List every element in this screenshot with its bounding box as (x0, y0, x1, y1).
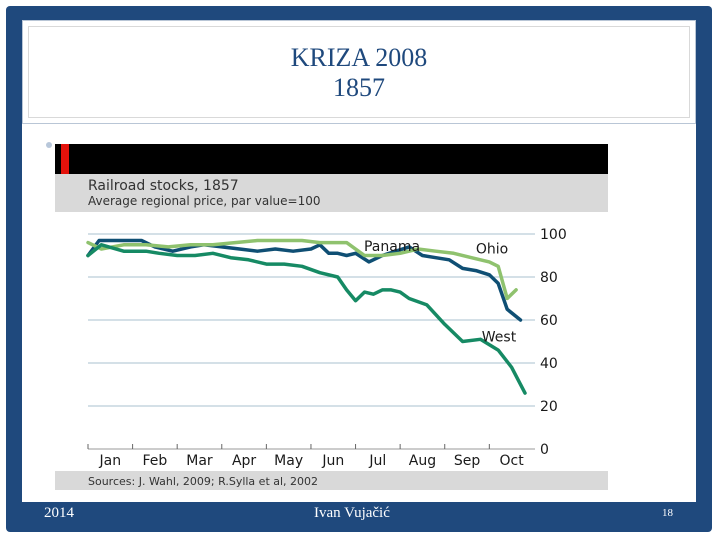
slide-title-line1: KRIZA 2008 (290, 43, 428, 72)
bullet-marker (46, 142, 52, 148)
x-tick-label: Feb (142, 453, 167, 469)
title-box: KRIZA 2008 1857 (22, 20, 696, 124)
footer-year: 2014 (44, 505, 74, 521)
series-label-panama: Panama (364, 239, 420, 255)
chart-source: Sources: J. Wahl, 2009; R.Sylla et al, 2… (88, 475, 318, 488)
x-tick-label: May (274, 453, 303, 469)
x-tick-label: Oct (500, 453, 525, 469)
title-inner-border (28, 26, 690, 118)
chart-series (86, 238, 527, 395)
footer-page-number: 18 (662, 507, 673, 519)
chart-accent-bar (61, 144, 69, 174)
chart-subtitle-2: Average regional price, par value=100 (88, 194, 321, 208)
chart: The dotcoms of their day Railroad stocks… (55, 144, 608, 490)
content-area: The dotcoms of their day Railroad stocks… (22, 124, 696, 502)
x-tick-label: Mar (186, 453, 213, 469)
x-tick-label: Sep (454, 453, 481, 469)
series-line-ohio (86, 238, 523, 322)
series-line-panama (86, 238, 518, 301)
y-tick-label: 0 (540, 442, 549, 458)
x-tick-label: Jun (321, 453, 344, 469)
series-label-ohio: Ohio (476, 241, 508, 257)
x-tick-label: Apr (232, 453, 256, 469)
chart-title-bar (55, 144, 608, 174)
chart-source-band (55, 471, 608, 490)
y-tick-label: 20 (540, 399, 558, 415)
chart-x-axis: Jan Feb Mar Apr May Jun Jul Aug Sep Oct (87, 444, 525, 469)
slide-title: KRIZA 2008 1857 (23, 43, 695, 103)
slide-title-line2: 1857 (333, 73, 385, 102)
chart-gridlines: 0 20 40 60 80 100 (88, 227, 567, 458)
chart-subtitle-band (55, 174, 608, 212)
chart-title: The dotcoms of their day (81, 149, 350, 171)
y-tick-label: 60 (540, 313, 558, 329)
y-tick-label: 40 (540, 356, 558, 372)
series-label-west: West (482, 330, 517, 346)
y-tick-label: 80 (540, 270, 558, 286)
footer-author: Ivan Vujačić (314, 505, 390, 521)
x-tick-label: Aug (409, 453, 436, 469)
chart-subtitle: Railroad stocks, 1857 (88, 178, 239, 194)
x-tick-label: Jul (368, 453, 386, 469)
y-tick-label: 100 (540, 227, 567, 243)
chart-series-labels: Ohio Panama West (364, 239, 517, 345)
x-tick-label: Jan (98, 453, 121, 469)
series-line-west (86, 243, 527, 395)
